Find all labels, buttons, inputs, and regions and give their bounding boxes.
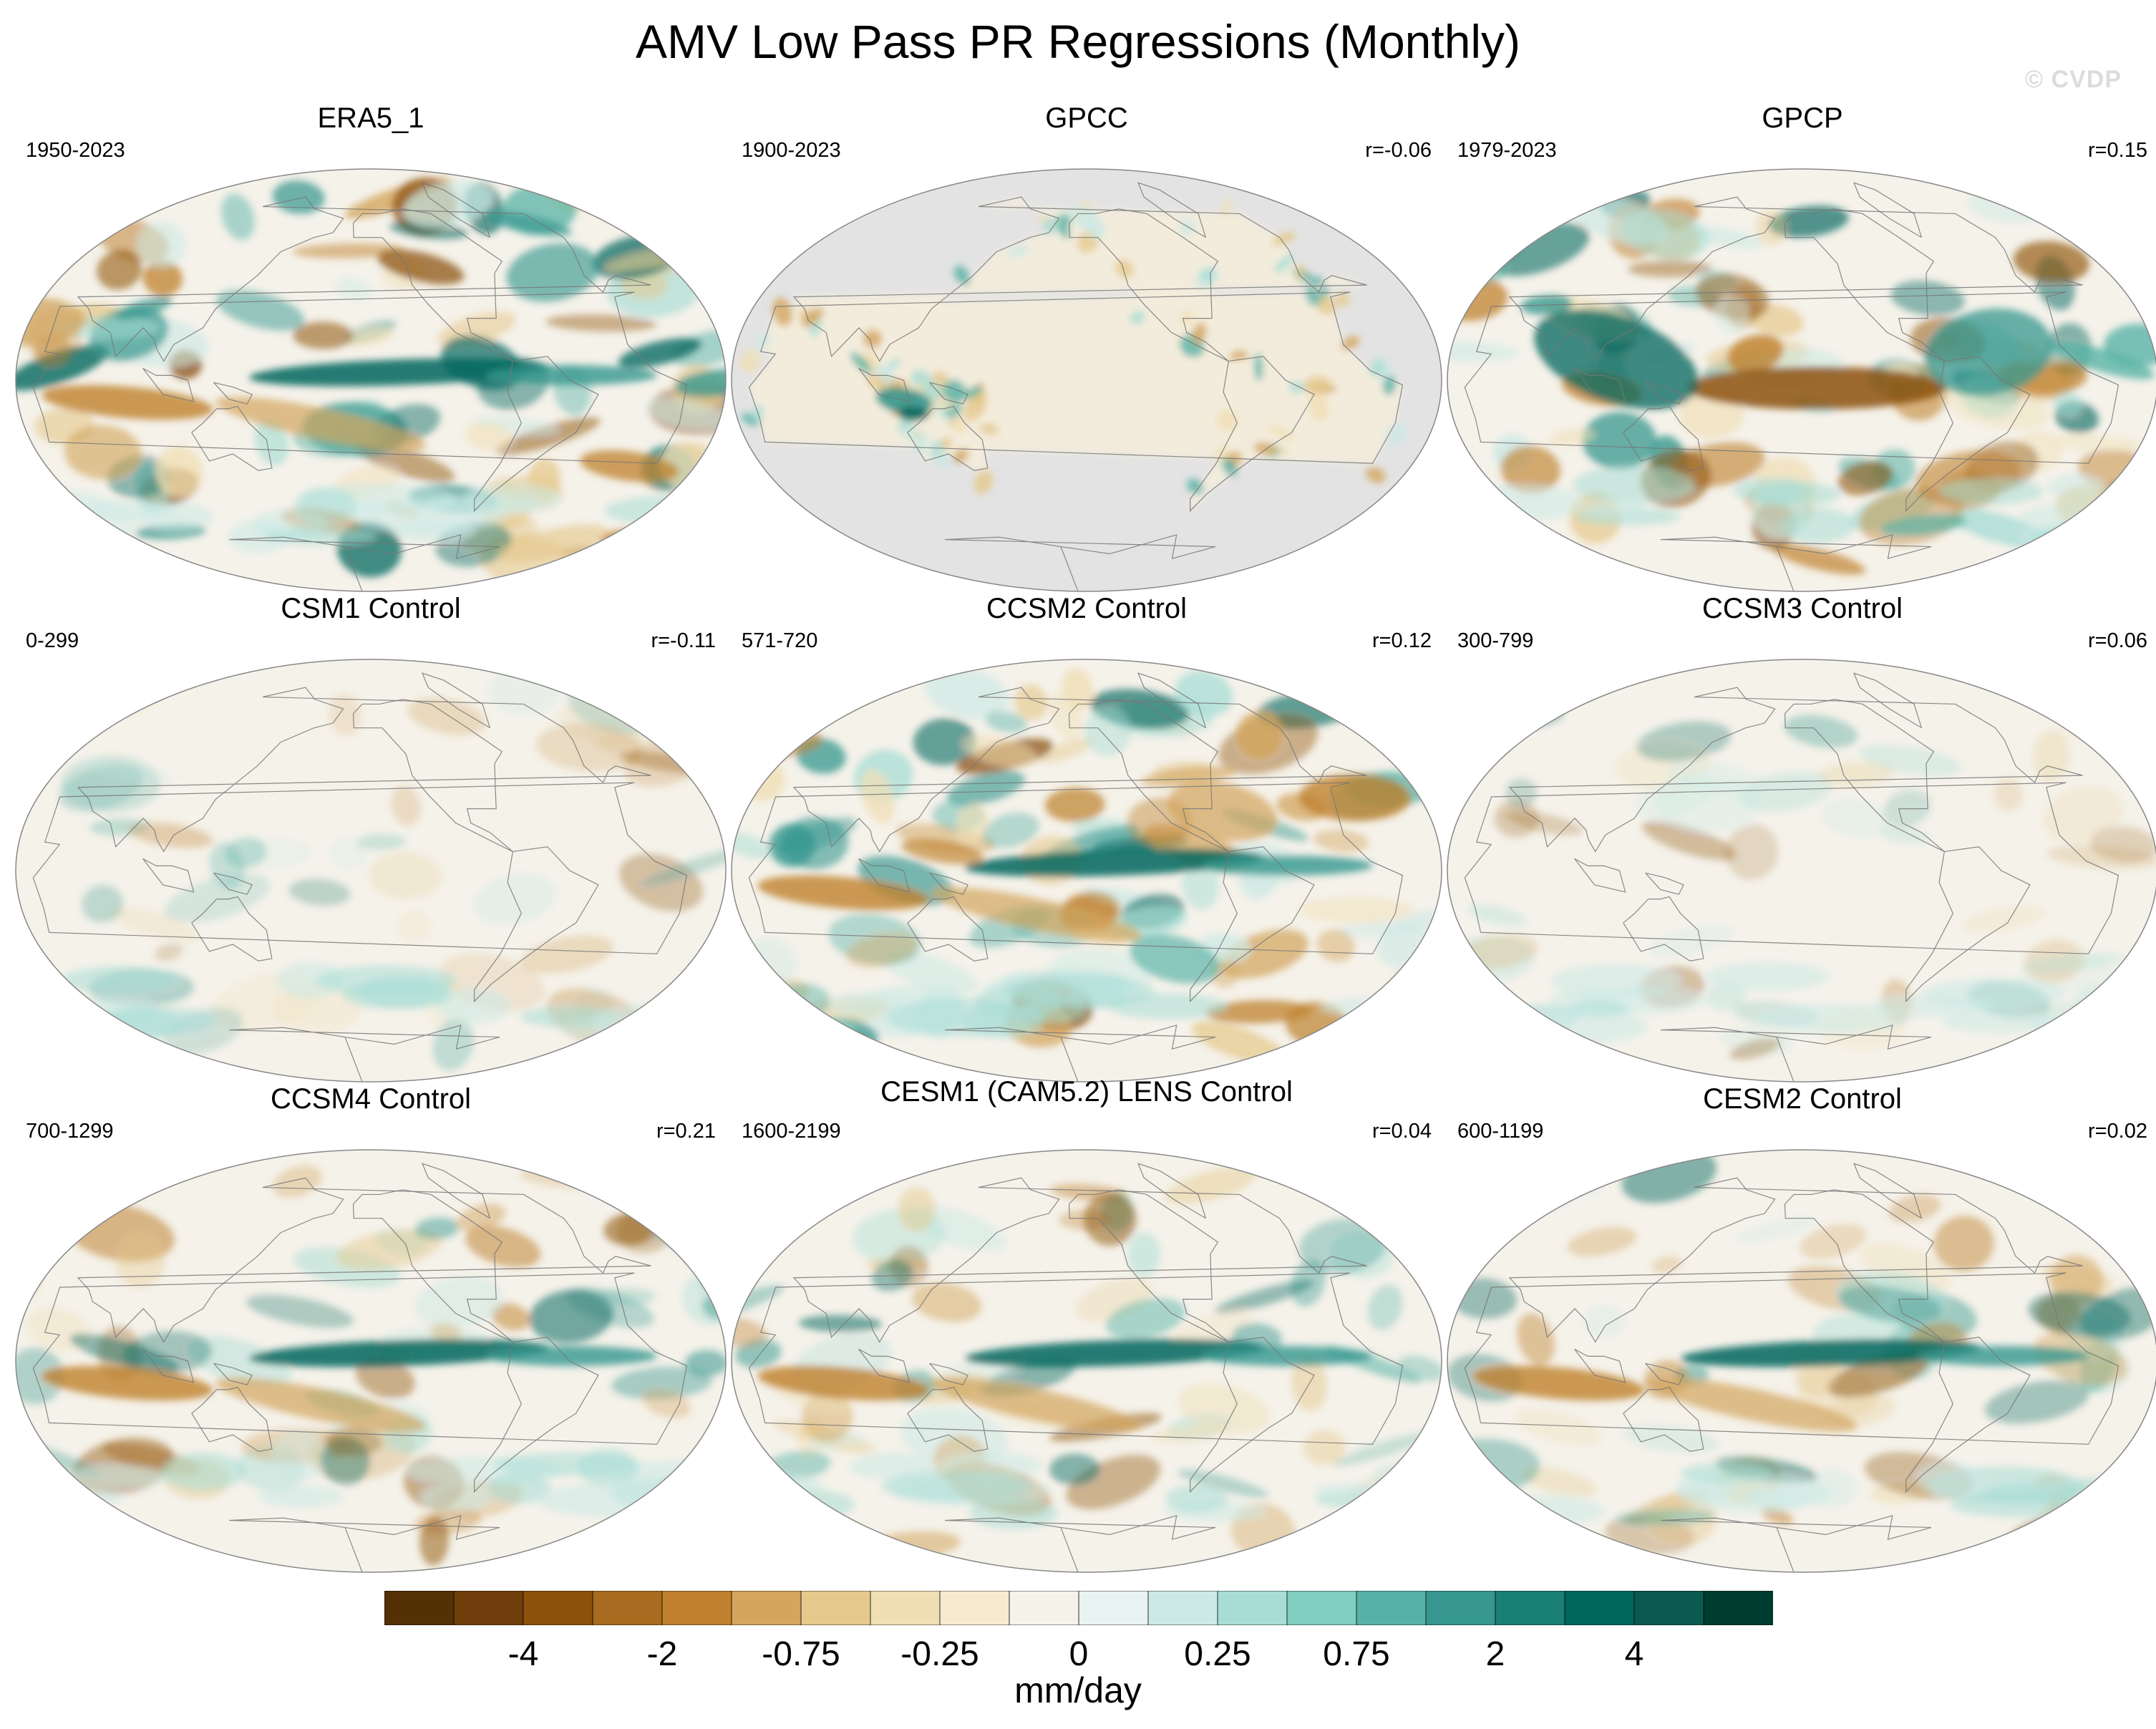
panel-correlation: r=0.06 bbox=[2087, 629, 2147, 652]
panel-title: CSM1 Control bbox=[281, 593, 461, 624]
colorbar-tick-label: 0.25 bbox=[1184, 1635, 1251, 1673]
map-panel: CCSM4 Control 700-1299 r=0.21 bbox=[13, 1081, 729, 1575]
panel-period: 600-1199 bbox=[1457, 1120, 1544, 1143]
colorbar-swatch bbox=[1495, 1591, 1565, 1625]
colorbar-swatch bbox=[731, 1591, 802, 1625]
colorbar-swatch bbox=[1633, 1591, 1704, 1625]
panel-period: 300-799 bbox=[1457, 629, 1534, 652]
map-panel: CESM2 Control 600-1199 r=0.02 bbox=[1444, 1081, 2156, 1575]
map-panel: GPCC 1900-2023 r=-0.06 bbox=[729, 100, 1444, 594]
colorbar-tick-label: 2 bbox=[1485, 1635, 1505, 1673]
regression-map bbox=[731, 168, 1442, 592]
panel-period: 0-299 bbox=[26, 629, 79, 652]
map-panel: CCSM3 Control 300-799 r=0.06 bbox=[1444, 591, 2156, 1085]
colorbar-swatch bbox=[661, 1591, 732, 1625]
colorbar-tick-label: -0.75 bbox=[762, 1635, 840, 1673]
colorbar-tick-label: 4 bbox=[1624, 1635, 1644, 1673]
panel-title: CCSM3 Control bbox=[1701, 593, 1903, 624]
regression-map bbox=[15, 1149, 727, 1573]
panel-correlation: r=0.15 bbox=[2087, 139, 2147, 162]
panel-title: GPCC bbox=[1045, 102, 1128, 134]
panel-title: CESM1 (CAM5.2) LENS Control bbox=[880, 1076, 1293, 1108]
panel-title: CCSM4 Control bbox=[270, 1083, 472, 1115]
colorbar-swatch bbox=[1425, 1591, 1496, 1625]
colorbar-swatch bbox=[1286, 1591, 1357, 1625]
colorbar-swatch bbox=[800, 1591, 871, 1625]
regression-map bbox=[731, 659, 1442, 1083]
regression-map bbox=[1447, 168, 2156, 592]
colorbar-swatch bbox=[592, 1591, 663, 1625]
colorbar-units: mm/day bbox=[1014, 1670, 1142, 1710]
regression-map bbox=[15, 168, 727, 592]
colorbar-swatch bbox=[870, 1591, 941, 1625]
map-panel: ERA5_1 1950-2023 bbox=[13, 100, 729, 594]
regression-map bbox=[15, 659, 727, 1083]
regression-map bbox=[1447, 1149, 2156, 1573]
panel-title: ERA5_1 bbox=[317, 102, 424, 134]
panel-period: 1979-2023 bbox=[1457, 139, 1557, 162]
colorbar bbox=[384, 1591, 1773, 1625]
panel-period: 1600-2199 bbox=[742, 1120, 841, 1143]
colorbar-swatch bbox=[453, 1591, 524, 1625]
panel-title: CCSM2 Control bbox=[986, 593, 1188, 624]
colorbar-swatch bbox=[1564, 1591, 1635, 1625]
colorbar-swatch bbox=[1356, 1591, 1427, 1625]
panel-period: 700-1299 bbox=[26, 1120, 114, 1143]
colorbar-tick-label: 0.75 bbox=[1323, 1635, 1390, 1673]
colorbar-tick-label: -4 bbox=[508, 1635, 539, 1673]
cvdp-watermark: © CVDP bbox=[2025, 66, 2122, 93]
colorbar-swatch bbox=[939, 1591, 1010, 1625]
panel-title: CESM2 Control bbox=[1703, 1083, 1902, 1115]
panel-correlation: r=0.21 bbox=[656, 1120, 716, 1143]
panel-correlation: r=0.02 bbox=[2087, 1120, 2147, 1143]
panel-correlation: r=-0.11 bbox=[651, 629, 716, 652]
colorbar-tick-label: 0 bbox=[1069, 1635, 1089, 1673]
panel-correlation: r=-0.06 bbox=[1365, 139, 1432, 162]
regression-map bbox=[731, 1149, 1442, 1573]
panel-correlation: r=0.12 bbox=[1371, 629, 1432, 652]
colorbar-tick-label: -2 bbox=[646, 1635, 678, 1673]
colorbar-swatch bbox=[1703, 1591, 1773, 1625]
panel-correlation: r=0.04 bbox=[1371, 1120, 1432, 1143]
colorbar-swatch bbox=[1078, 1591, 1149, 1625]
panel-period: 1950-2023 bbox=[26, 139, 125, 162]
colorbar-swatch bbox=[384, 1591, 455, 1625]
map-panel: GPCP 1979-2023 r=0.15 bbox=[1444, 100, 2156, 594]
map-panel: CESM1 (CAM5.2) LENS Control 1600-2199 r=0.… bbox=[729, 1076, 1444, 1575]
colorbar-swatch bbox=[1147, 1591, 1218, 1625]
colorbar-swatch bbox=[1217, 1591, 1288, 1625]
panel-period: 1900-2023 bbox=[742, 139, 841, 162]
colorbar-swatch bbox=[1009, 1591, 1079, 1625]
colorbar-tick-label: -0.25 bbox=[900, 1635, 979, 1673]
map-panel: CCSM2 Control 571-720 r=0.12 bbox=[729, 591, 1444, 1085]
figure-title: AMV Low Pass PR Regressions (Monthly) bbox=[635, 15, 1521, 68]
panel-period: 571-720 bbox=[742, 629, 818, 652]
colorbar-swatch bbox=[523, 1591, 593, 1625]
regression-map bbox=[1447, 659, 2156, 1083]
panel-title: GPCP bbox=[1762, 102, 1843, 134]
map-panel: CSM1 Control 0-299 r=-0.11 bbox=[13, 591, 729, 1085]
